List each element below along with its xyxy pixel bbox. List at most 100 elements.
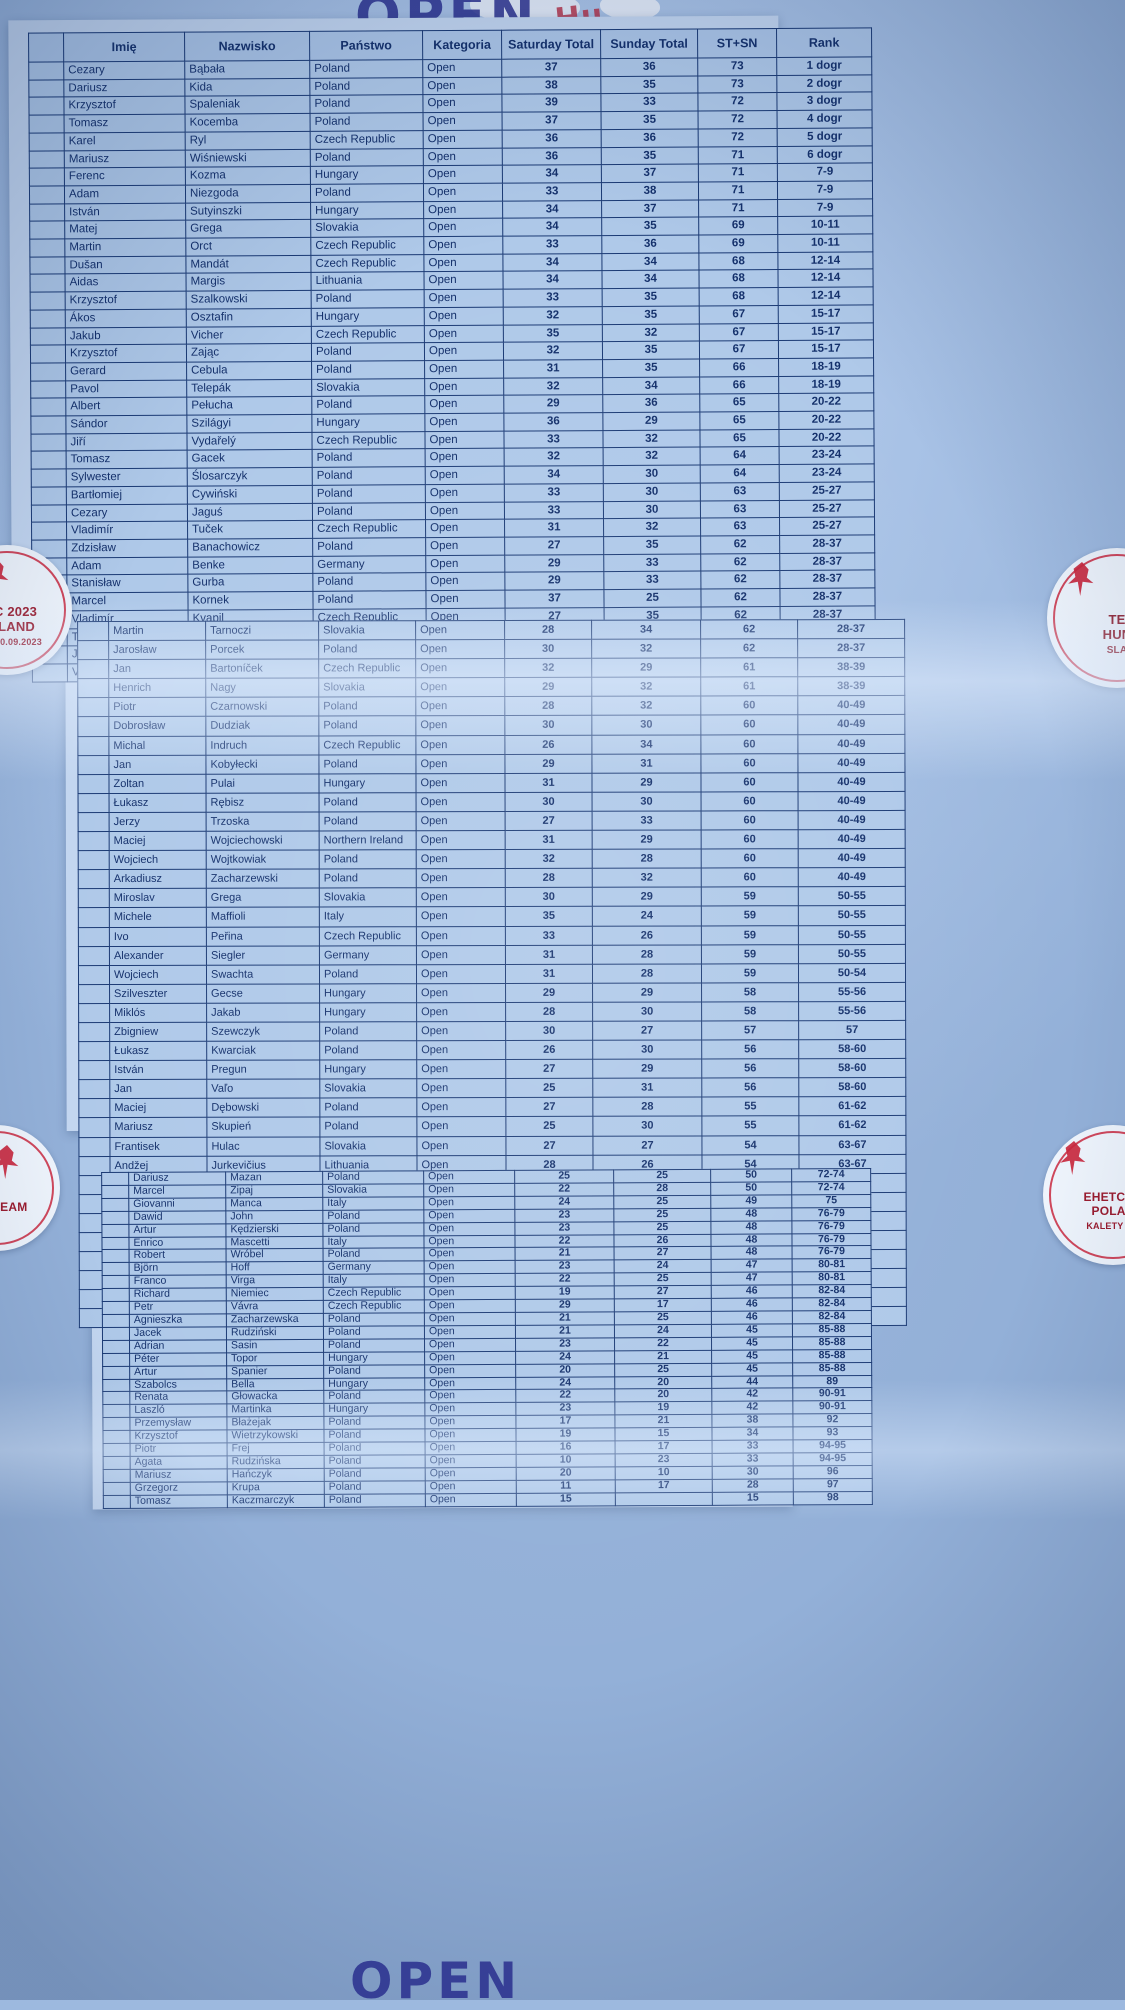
cell-saturday-total: 38	[501, 76, 601, 95]
row-index	[28, 97, 65, 116]
cell-country: Hungary	[323, 1377, 425, 1391]
cell-saturday-total: 33	[502, 182, 602, 201]
cell-category: Open	[424, 430, 505, 450]
cell-rank: 50-54	[798, 963, 906, 983]
cell-category: Open	[424, 1260, 516, 1275]
cell-sunday-total: 35	[601, 146, 699, 165]
cell-sunday-total: 22	[614, 1337, 712, 1351]
table-row: Arkadiusz Zacharzewski Poland Open 28 32 60 40-…	[78, 867, 906, 889]
table-row: Alexander Siegler Germany Open 31 28 59 50-55	[78, 944, 906, 966]
row-index	[28, 61, 64, 80]
cell-last-name: Vávra	[226, 1300, 324, 1314]
cell-rank: 6 dogr	[777, 145, 873, 164]
cell-sunday-total: 35	[603, 535, 701, 555]
table-row: Miklós Jakab Hungary Open 28 30 58 55-56	[78, 1001, 906, 1023]
row-index	[29, 203, 65, 222]
row-index	[102, 1301, 130, 1315]
cell-rank: 40-49	[798, 791, 906, 811]
cell-saturday-total: 33	[505, 925, 593, 946]
cell-last-name: Vaľo	[206, 1079, 320, 1099]
cell-last-name: Hulac	[206, 1136, 320, 1156]
table-row: István Pregun Hungary Open 27 29 56 58-60	[78, 1058, 906, 1080]
cell-category: Open	[423, 130, 503, 149]
cell-first-name: Łukasz	[109, 1041, 207, 1061]
cell-country: Poland	[319, 964, 417, 984]
cell-last-name: Niezgoda	[185, 184, 311, 203]
cell-rank: 28-37	[779, 552, 875, 571]
cell-first-name: Arkadiusz	[109, 869, 207, 889]
cell-category: Open	[416, 964, 506, 984]
cell-total: 65	[699, 393, 779, 413]
table-row: Martin Tarnoczi Slovakia Open 28 34 62 28-37	[77, 619, 905, 641]
cell-category: Open	[425, 484, 505, 503]
cell-total: 15	[712, 1491, 794, 1505]
cell-total: 48	[710, 1207, 792, 1221]
cell-saturday-total: 31	[505, 830, 593, 850]
cell-country: Poland	[319, 1021, 417, 1042]
cell-total: 63	[700, 482, 780, 501]
row-index	[78, 984, 110, 1004]
table-row: Łukasz Kwarciak Poland Open 26 30 56 58-60	[78, 1039, 906, 1061]
cell-saturday-total: 29	[515, 1298, 615, 1313]
cell-rank: 58-60	[798, 1058, 906, 1078]
cell-total: 67	[699, 340, 779, 359]
cell-first-name: Adrian	[129, 1339, 227, 1354]
cell-first-name: Jerzy	[109, 812, 207, 832]
cell-category: Open	[424, 324, 504, 343]
cell-total: 69	[698, 234, 778, 253]
cell-sunday-total: 35	[602, 288, 700, 307]
cell-saturday-total: 34	[502, 253, 602, 272]
cell-saturday-total: 33	[504, 501, 604, 520]
row-index	[29, 168, 65, 186]
cell-saturday-total: 29	[504, 571, 604, 591]
cell-total: 48	[711, 1246, 793, 1260]
row-index	[102, 1365, 130, 1380]
cell-rank: 82-84	[792, 1284, 872, 1298]
cell-sunday-total: 10	[615, 1466, 713, 1480]
cell-saturday-total: 28	[505, 1002, 593, 1022]
cell-country: Hungary	[310, 165, 424, 185]
row-index	[30, 415, 66, 434]
cell-sunday-total: 30	[603, 482, 701, 502]
cell-saturday-total: 37	[501, 58, 601, 77]
cell-saturday-total: 17	[515, 1415, 615, 1429]
cell-saturday-total: 34	[502, 164, 602, 184]
cell-total: 67	[699, 323, 779, 342]
cell-first-name: István	[109, 1060, 207, 1080]
row-index	[102, 1353, 130, 1367]
cell-saturday-total: 30	[505, 792, 593, 812]
cell-total: 30	[712, 1465, 794, 1480]
cell-total: 62	[700, 535, 780, 554]
cell-first-name: Jiří	[65, 432, 188, 452]
cell-last-name: Jakab	[206, 1002, 320, 1023]
cell-first-name: Wojciech	[109, 964, 207, 985]
cell-rank: 3 dogr	[776, 92, 873, 111]
row-index	[102, 1391, 130, 1405]
cell-last-name: Vicher	[186, 325, 312, 345]
cell-last-name: Telepák	[186, 379, 312, 398]
cell-total: 64	[700, 446, 780, 466]
table-row: Jarosław Porcek Poland Open 30 32 62 28-37	[77, 638, 905, 660]
cell-sunday-total: 34	[602, 376, 700, 395]
cell-rank: 20-22	[778, 410, 874, 430]
cell-sunday-total: 34	[591, 619, 701, 640]
col-total: ST+SN	[697, 28, 777, 58]
cell-sunday-total: 19	[614, 1401, 712, 1416]
cell-last-name: Kobyłecki	[205, 754, 319, 774]
cell-first-name: Laszló	[129, 1404, 227, 1418]
cell-country: Slovakia	[318, 620, 416, 641]
row-index	[29, 114, 65, 133]
table-row: Maciej Wojciechowski Northern Ireland Open 3…	[78, 829, 906, 851]
cell-sunday-total: 34	[601, 252, 699, 272]
cell-rank: 40-49	[797, 714, 905, 735]
cell-rank: 72-74	[791, 1168, 871, 1182]
table-row: Łukasz Rębisz Poland Open 30 30 60 40-49	[78, 791, 906, 813]
row-index	[77, 755, 109, 775]
cell-last-name: Manca	[225, 1197, 323, 1211]
cell-saturday-total: 24	[515, 1376, 615, 1390]
cell-first-name: Maciej	[109, 831, 207, 851]
cell-last-name: Tarnoczi	[205, 620, 319, 641]
cell-first-name: Aidas	[65, 273, 187, 293]
cell-category: Open	[425, 466, 505, 485]
cell-saturday-total: 28	[505, 868, 593, 888]
